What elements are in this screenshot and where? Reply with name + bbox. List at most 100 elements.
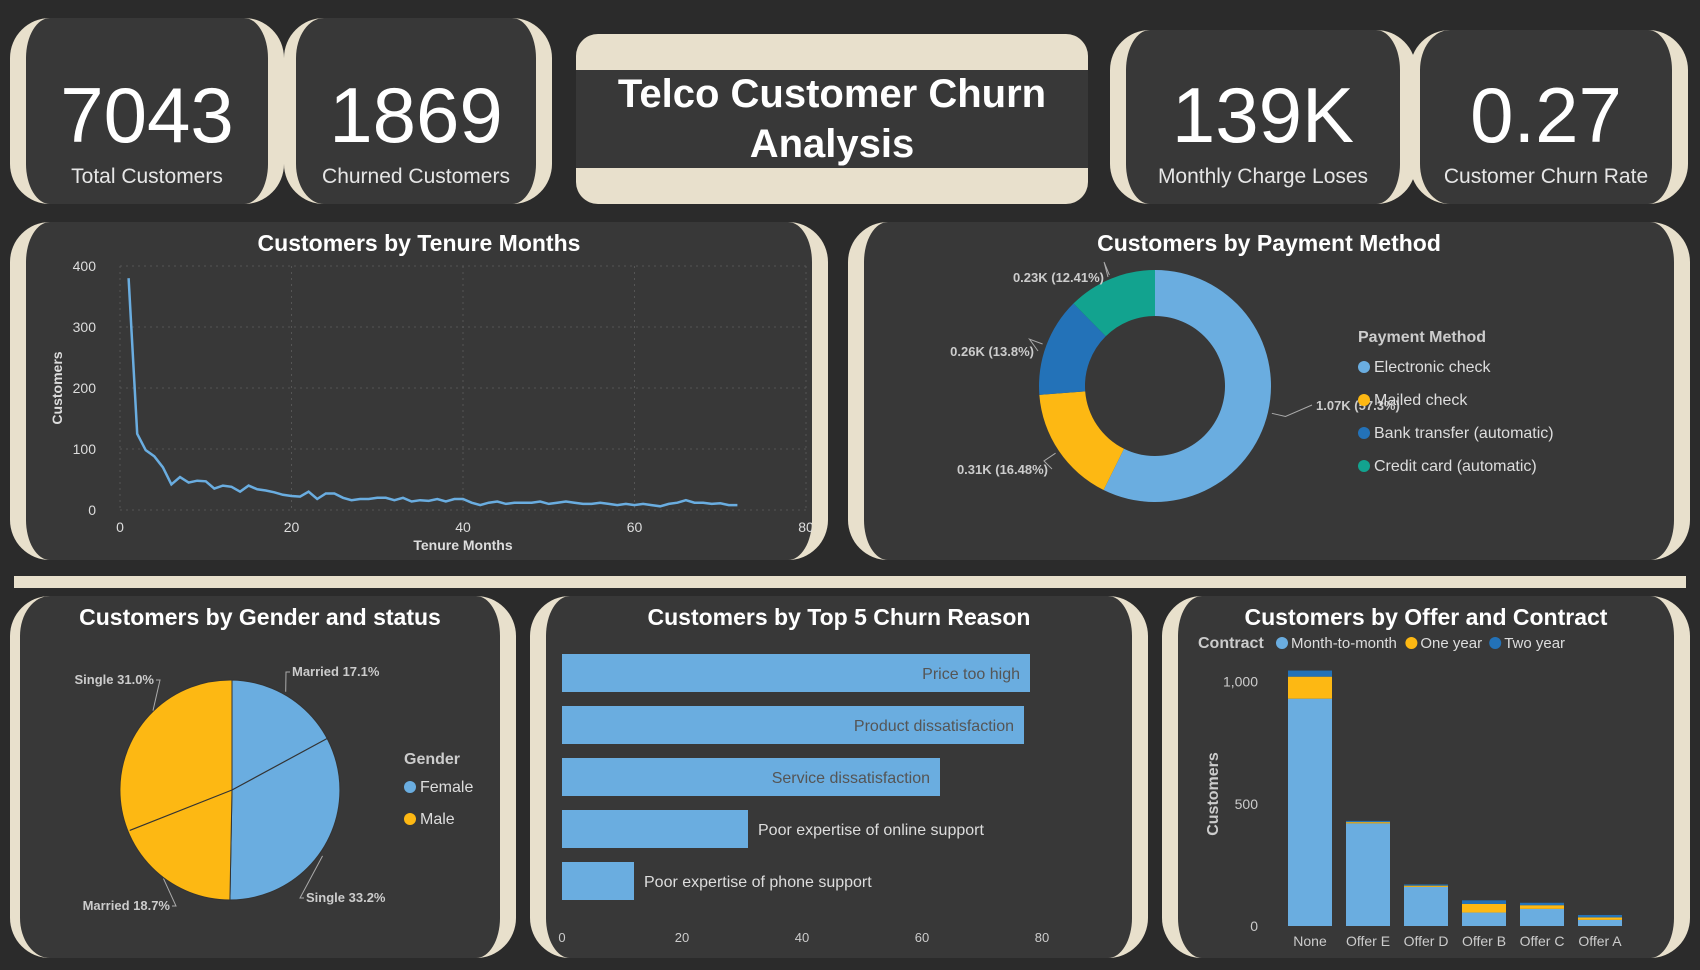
gender-legend-marker (404, 781, 416, 793)
offer-bar-segment (1462, 904, 1506, 913)
tenure-line-chart: 0 100 200 300 400 0 20 40 60 80 Tenure Months Custo… (49, 258, 812, 553)
tenure-chart-panel: Customers by Tenure Months 0 100 200 300 400… (10, 222, 828, 560)
churn-rate-label: Customer Churn Rate (1443, 165, 1649, 188)
offer-legend-marker (1489, 637, 1502, 649)
dashboard-title: Telco Customer Churn Analysis (576, 70, 1088, 168)
gender-slice-female (229, 679, 341, 901)
churn-reason-bar (562, 862, 634, 900)
tenure-chart-title: Customers by Tenure Months (257, 230, 581, 256)
y-tick-label: 1,000 (1223, 674, 1258, 690)
monthly-charge-loses-value: 139K (1171, 71, 1355, 159)
y-tick-label: 200 (73, 380, 97, 396)
gender-legend-item: Male (420, 811, 455, 828)
churned-customers-value: 1869 (329, 71, 503, 159)
payment-data-label: 0.31K (16.48%) (957, 462, 1048, 477)
churn-reason-label: Product dissatisfaction (854, 718, 1014, 735)
payment-donut-chart: 1.07K (57.3%) 0.31K (16.48%) 0.26K (13.8%)… (950, 261, 1554, 502)
payment-slice (1073, 270, 1155, 337)
payment-data-label: 0.23K (12.41%) (1013, 270, 1104, 285)
churn-rate-value: 0.27 (1470, 71, 1622, 159)
gender-data-label: Married 17.1% (292, 664, 380, 679)
x-tick-label: 80 (1035, 930, 1049, 945)
gender-status-divider (129, 789, 233, 832)
total-customers-value: 7043 (60, 71, 234, 159)
offer-legend-item: Month-to-month (1291, 635, 1397, 652)
offer-bar-segment (1346, 820, 1390, 823)
payment-legend-marker (1358, 460, 1370, 472)
offer-bar-segment (1288, 670, 1332, 677)
gender-chart-title: Customers by Gender and status (79, 604, 441, 630)
kpi-card-monthly-charge-loses: 139K Monthly Charge Loses (1110, 30, 1416, 204)
churn-reason-label: Service dissatisfaction (772, 770, 930, 787)
offer-bar-segment (1288, 676, 1332, 699)
y-tick-label: 0 (1250, 918, 1258, 934)
churn-reason-chart-panel: Customers by Top 5 Churn Reason Price to… (530, 596, 1148, 958)
payment-legend-item: Mailed check (1374, 392, 1468, 409)
kpi-card-churn-rate: 0.27 Customer Churn Rate (1410, 30, 1688, 204)
offer-bar-segment (1404, 886, 1448, 926)
x-axis-title: Tenure Months (413, 537, 513, 553)
offer-legend-item: Two year (1504, 635, 1565, 652)
payment-legend-item: Electronic check (1374, 359, 1491, 376)
offer-contract-stacked-bar-chart: Contract Month-to-month One year Two year 0 5… (1198, 635, 1622, 949)
payment-legend-marker (1358, 394, 1370, 406)
offer-bar-segment (1578, 917, 1622, 920)
gender-leader-line (299, 855, 323, 899)
gender-status-divider (231, 737, 330, 791)
offer-legend-marker (1405, 637, 1418, 649)
offer-bar-segment (1288, 698, 1332, 926)
total-customers-label: Total Customers (71, 165, 223, 188)
y-tick-label: 300 (73, 319, 97, 335)
gender-legend-title: Gender (404, 751, 460, 768)
churned-customers-label: Churned Customers (322, 165, 510, 188)
x-tick-label: None (1293, 933, 1327, 949)
dashboard-title-banner: Telco Customer Churn Analysis (576, 34, 1088, 204)
offer-bar-segment (1578, 915, 1622, 918)
monthly-charge-loses-label: Monthly Charge Loses (1157, 165, 1369, 188)
payment-legend-title: Payment Method (1358, 329, 1486, 346)
payment-leader-line (1271, 404, 1313, 418)
gender-leader-line (163, 878, 177, 907)
churn-reason-label: Poor expertise of phone support (644, 874, 872, 891)
offer-legend-title: Contract (1198, 635, 1264, 652)
gender-pie-chart: Married 17.1% Single 33.2% Married 18.7% Si… (75, 664, 474, 913)
y-tick-label: 500 (1235, 796, 1259, 812)
offer-bar-segment (1346, 822, 1390, 824)
offer-contract-chart-title: Customers by Offer and Contract (1244, 604, 1608, 630)
payment-slice (1039, 391, 1124, 490)
payment-legend-item: Bank transfer (automatic) (1374, 425, 1554, 442)
churn-reason-label: Poor expertise of online support (758, 822, 984, 839)
x-tick-label: 0 (558, 930, 565, 945)
payment-data-label: 1.07K (57.3%) (1316, 398, 1400, 413)
gender-data-label: Single 33.2% (306, 890, 386, 905)
x-tick-label: Offer E (1346, 933, 1390, 949)
payment-chart-title: Customers by Payment Method (1097, 230, 1441, 256)
x-tick-label: 20 (284, 519, 300, 535)
offer-bar-segment (1462, 900, 1506, 904)
x-tick-label: Offer B (1462, 933, 1506, 949)
x-tick-label: 60 (627, 519, 643, 535)
x-tick-label: Offer A (1578, 933, 1622, 949)
offer-bar-segment (1404, 884, 1448, 886)
offer-bar-segment (1404, 885, 1448, 887)
x-tick-label: 40 (795, 930, 809, 945)
y-tick-label: 0 (88, 502, 96, 518)
payment-data-label: 0.26K (13.8%) (950, 344, 1034, 359)
offer-bar-segment (1520, 908, 1564, 926)
churn-reason-bar (562, 654, 1030, 692)
gender-leader-line (285, 671, 290, 692)
offer-bar-segment (1520, 902, 1564, 906)
y-axis-title: Customers (49, 351, 65, 424)
gender-legend-item: Female (420, 779, 473, 796)
payment-leader-line (1103, 261, 1110, 278)
x-tick-label: Offer C (1520, 933, 1565, 949)
x-tick-label: 0 (116, 519, 124, 535)
gender-data-label: Single 31.0% (75, 672, 155, 687)
churn-reason-bar (562, 758, 940, 796)
kpi-card-total-customers: 7043 Total Customers (10, 18, 284, 204)
payment-leader-line (1043, 452, 1056, 470)
kpi-card-churned-customers: 1869 Churned Customers (284, 18, 552, 204)
payment-legend-item: Credit card (automatic) (1374, 458, 1537, 475)
churn-reason-bar-chart: Price too high Product dissatisfaction Ser… (558, 654, 1049, 945)
offer-bar-segment (1346, 823, 1390, 926)
